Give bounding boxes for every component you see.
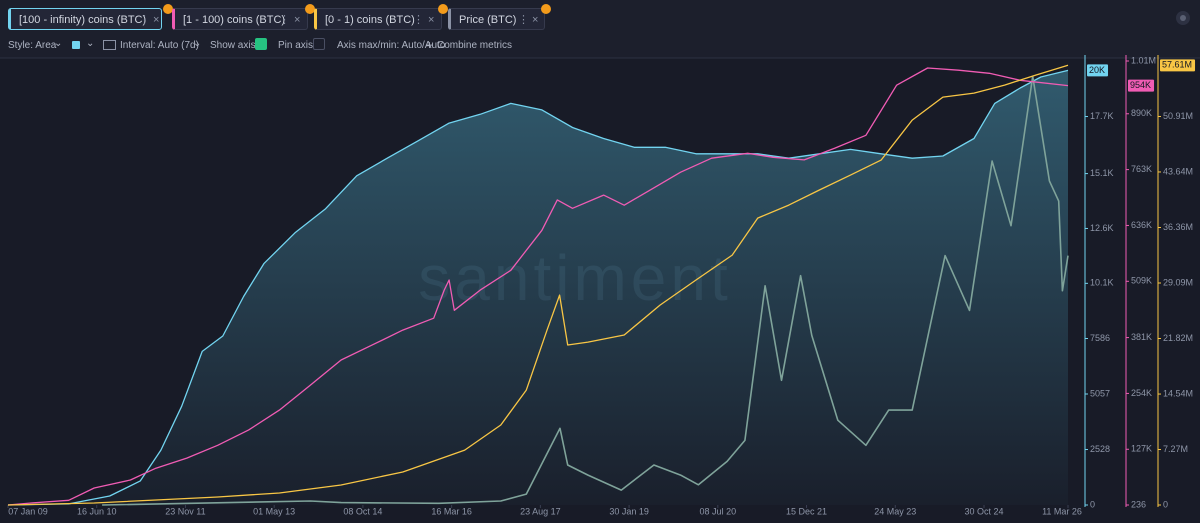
tab-label: Price (BTC) [459,14,517,26]
metric-tab[interactable]: [1 - 100) coins (BTC) ⋮ × [172,4,315,30]
y-tick-label: 17.7K [1090,111,1114,121]
x-tick-label: 15 Dec 21 [786,506,827,516]
x-tick-label: 16 Mar 16 [431,506,472,516]
series-line [7,69,1069,506]
axis-minmax[interactable]: Axis max/min: Auto/Auto [337,40,446,51]
y-tick-label: 890K [1131,108,1152,118]
value-tag-label: 57.61M [1162,60,1192,70]
y-tick-label: 636K [1131,220,1152,230]
metric-tabs: [100 - infinity) coins (BTC) ⋮ × [1 - 10… [0,0,1200,36]
y-tick-label: 381K [1131,332,1152,342]
x-tick-label: 24 May 23 [874,506,916,516]
tab-menu[interactable]: ⋮ [139,14,150,26]
metric-tab[interactable]: [100 - infinity) coins (BTC) ⋮ × [8,4,173,30]
y-tick-label: 1.01M [1131,55,1156,65]
metric-tab[interactable]: Price (BTC) ⋮ × [448,4,551,30]
y-tick-label: 127K [1131,444,1152,454]
pin-axis-label: Pin axis [278,40,314,51]
settings-icon-dot [1180,15,1186,21]
y-tick-label: 10.1K [1090,278,1114,288]
x-tick-label: 08 Jul 20 [700,506,737,516]
y-tick-label: 763K [1131,164,1152,174]
value-tag-label: 954K [1130,80,1151,90]
y-tick-label: 7586 [1090,333,1110,343]
y-tick-label: 21.82M [1163,333,1193,343]
x-tick-label: 08 Oct 14 [343,506,382,516]
y-tick-label: 50.91M [1163,111,1193,121]
tab-label: [1 - 100) coins (BTC) [183,14,286,26]
btc-badge [541,4,551,14]
y-tick-label: 7.27M [1163,444,1188,454]
tab-close[interactable]: × [294,14,301,26]
y-tick-label: 2528 [1090,444,1110,454]
btc-badge [163,4,173,14]
value-tag [1128,79,1155,92]
series-line [102,75,1069,506]
tab-menu[interactable]: ⋮ [279,14,290,26]
x-tick-label: 23 Aug 17 [520,506,561,516]
value-tag [1160,59,1196,72]
interval-select[interactable]: Interval: Auto (7d) [120,40,199,51]
x-tick-label: 30 Oct 24 [964,506,1003,516]
series-line [7,67,1069,506]
value-tag [1087,64,1109,77]
tab-label: [0 - 1) coins (BTC) [325,14,415,26]
chevron: ⌄ [86,38,95,49]
tab-close[interactable]: × [153,14,160,26]
show-axis-checkbox[interactable] [255,38,267,50]
y-tick-label: 236 [1131,499,1146,509]
y-tick-label: 43.64M [1163,166,1193,176]
y-tick-label: 12.6K [1090,223,1114,233]
btc-badge [305,4,315,14]
y-tick-label: 36.36M [1163,222,1193,232]
y-tick-label: 0 [1163,499,1168,509]
tab-close[interactable]: × [532,14,539,26]
plus-icon: + [426,38,434,52]
chevron: ⌄ [54,38,63,49]
value-tag-label: 20K [1089,65,1105,75]
tab-menu[interactable]: ⋮ [413,14,424,26]
metric-tab[interactable]: [0 - 1) coins (BTC) ⋮ × [314,4,448,30]
chevron: ⌄ [193,38,202,49]
area-fill [8,70,1068,506]
show-axis-label: Show axis [210,40,256,51]
pin-axis-checkbox[interactable] [313,38,325,50]
series-line [7,64,1069,506]
x-tick-label: 16 Jun 10 [77,506,117,516]
tab-label: [100 - infinity) coins (BTC) [19,14,147,26]
x-tick-label: 07 Jan 09 [8,506,48,516]
combine-metrics[interactable]: Combine metrics [437,40,513,51]
style-select[interactable]: Style: Area [8,40,57,51]
x-tick-label: 23 Nov 11 [165,506,205,516]
y-tick-label: 5057 [1090,388,1110,398]
color-swatch[interactable] [72,41,80,49]
x-tick-label: 11 Mar 26 [1042,506,1082,516]
y-tick-label: 29.09M [1163,277,1193,287]
tab-close[interactable]: × [428,14,435,26]
btc-badge [438,4,448,14]
plot: 07 Jan 09 16 Jun 10 23 Nov 11 01 May 13 08 O… [7,55,1196,516]
tab-menu[interactable]: ⋮ [518,14,529,26]
interval-icon [103,40,116,50]
y-tick-label: 0 [1090,499,1095,509]
x-tick-label: 01 May 13 [253,506,295,516]
y-tick-label: 509K [1131,276,1152,286]
y-tick-label: 254K [1131,388,1152,398]
x-tick-label: 30 Jan 19 [609,506,649,516]
y-tick-label: 15.1K [1090,168,1114,178]
toolbar: Style: Area ⌄ ⌄ Interval: Auto (7d) ⌄ Sh… [0,36,1200,56]
y-tick-label: 14.54M [1163,388,1193,398]
